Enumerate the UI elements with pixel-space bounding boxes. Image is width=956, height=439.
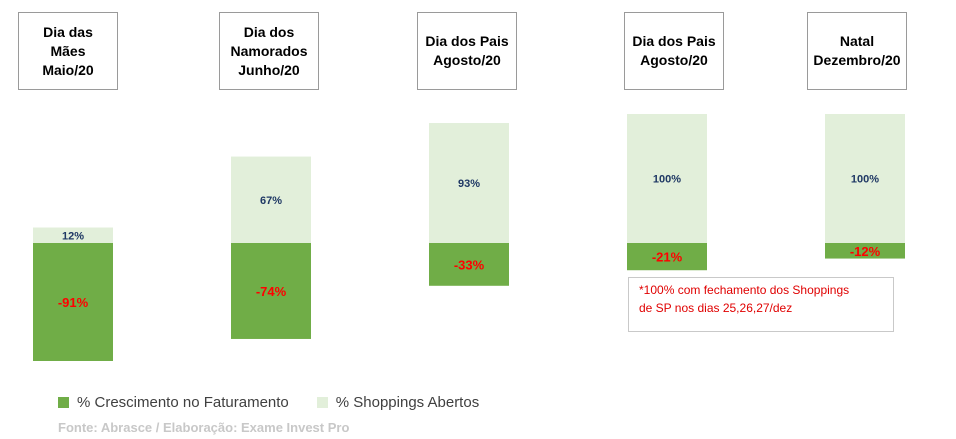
- category-header-1: Dia dos Namorados Junho/20: [219, 12, 319, 90]
- bar-growth-3: [627, 243, 707, 271]
- label-growth-4: -12%: [850, 244, 881, 259]
- label-growth-3: -21%: [652, 250, 683, 265]
- category-header-2: Dia dos Pais Agosto/20: [417, 12, 517, 90]
- annotation-note: *100% com fechamento dos Shoppings de SP…: [628, 277, 894, 332]
- category-header-0: Dia das Mães Maio/20: [18, 12, 118, 90]
- label-open-4: 100%: [851, 174, 879, 186]
- label-growth-1: -74%: [256, 284, 287, 299]
- legend-label-growth: % Crescimento no Faturamento: [77, 394, 289, 411]
- label-growth-2: -33%: [454, 257, 485, 272]
- label-open-0: 12%: [62, 230, 84, 242]
- bar-open-1: [231, 156, 311, 243]
- legend-label-open: % Shoppings Abertos: [335, 394, 480, 411]
- bar-growth-2: [429, 243, 509, 286]
- bar-growth-4: [825, 243, 905, 259]
- category-header-3: Dia dos Pais Agosto/20: [624, 12, 724, 90]
- bar-open-3: [627, 114, 707, 243]
- legend: % Crescimento no Faturamento % Shoppings…: [58, 394, 507, 411]
- legend-item-open: % Shoppings Abertos: [316, 394, 480, 411]
- label-growth-0: -91%: [58, 295, 89, 310]
- label-open-2: 93%: [458, 178, 480, 190]
- bar-open-2: [429, 123, 509, 243]
- category-header-4: Natal Dezembro/20: [807, 12, 907, 90]
- legend-swatch-open: [316, 397, 328, 408]
- bar-growth-0: [33, 243, 113, 361]
- label-open-3: 100%: [653, 174, 681, 186]
- legend-item-growth: % Crescimento no Faturamento: [58, 394, 289, 411]
- legend-swatch-growth: [58, 397, 69, 408]
- source-note: Fonte: Abrasce / Elaboração: Exame Inves…: [58, 420, 350, 435]
- bar-growth-1: [231, 243, 311, 339]
- bar-open-4: [825, 114, 905, 243]
- bar-open-0: [33, 227, 113, 243]
- label-open-1: 67%: [260, 195, 282, 207]
- annotation-text: *100% com fechamento dos Shoppings de SP…: [639, 283, 850, 315]
